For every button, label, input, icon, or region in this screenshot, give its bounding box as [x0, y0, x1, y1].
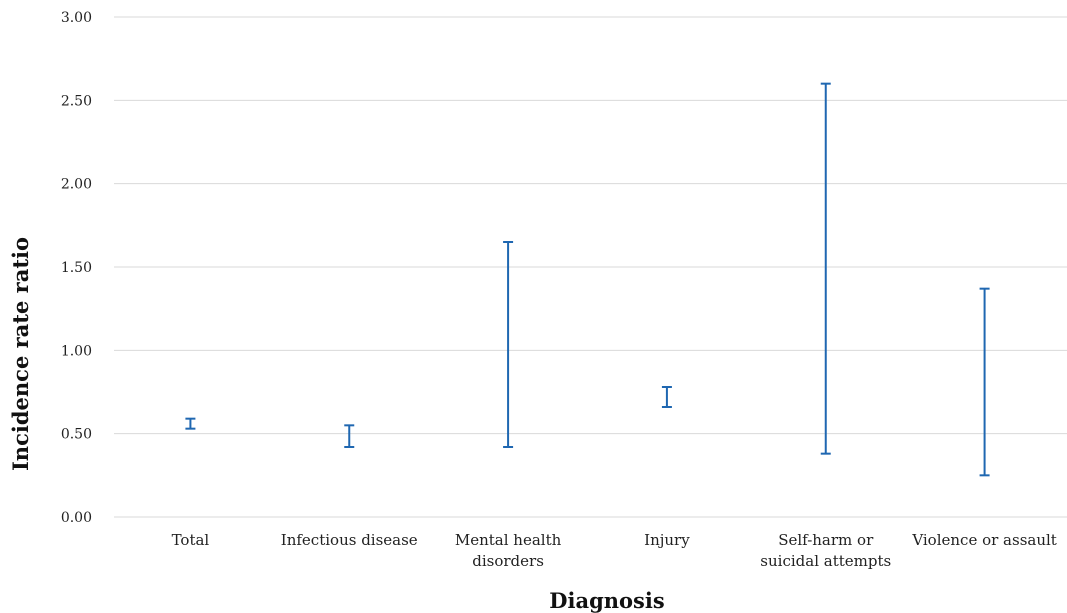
- y-axis-title: Incidence rate ratio: [8, 237, 33, 471]
- y-tick-label: 2.00: [61, 177, 92, 193]
- y-tick-label: 0.50: [61, 427, 92, 443]
- y-tick-label: 2.50: [61, 93, 92, 109]
- y-tick-label: 1.00: [61, 343, 92, 359]
- error-bar: [979, 287, 990, 477]
- y-axis-ticks: 0.00 0.50 1.00 1.50 2.00 2.50 3.00: [61, 10, 92, 526]
- gridlines: [114, 16, 1067, 518]
- error-bar: [344, 424, 355, 448]
- error-bar: [661, 386, 672, 408]
- x-category-label: Mental health disorders: [455, 531, 562, 570]
- x-category-label: Injury: [644, 531, 690, 549]
- x-category-label: Self-harm or suicidal attempts: [760, 531, 891, 570]
- x-category-label: Infectious disease: [281, 531, 418, 549]
- error-bar: [820, 82, 831, 455]
- y-tick-label: 1.50: [61, 260, 92, 276]
- x-category-label: Total: [172, 531, 210, 549]
- error-bars: [185, 82, 990, 477]
- error-bar: [503, 241, 514, 448]
- y-tick-label: 3.00: [61, 10, 92, 26]
- x-category-label: Violence or assault: [911, 531, 1057, 549]
- x-axis-title: Diagnosis: [549, 588, 664, 613]
- error-bar: [185, 417, 196, 430]
- x-axis-categories: Total Infectious disease Mental health diso…: [172, 531, 1057, 570]
- y-tick-label: 0.00: [61, 510, 92, 526]
